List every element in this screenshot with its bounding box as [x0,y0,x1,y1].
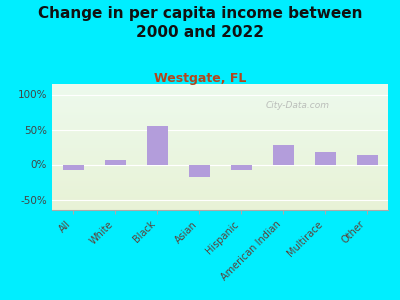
Text: Westgate, FL: Westgate, FL [154,72,246,85]
Text: City-Data.com: City-Data.com [265,101,329,110]
Bar [104,160,126,164]
Bar [62,164,84,170]
Bar [272,145,294,164]
Text: Change in per capita income between
2000 and 2022: Change in per capita income between 2000… [38,6,362,40]
Bar [146,126,168,164]
Bar [230,164,252,170]
Bar [356,155,378,164]
Bar [314,152,336,164]
Bar [188,164,210,177]
